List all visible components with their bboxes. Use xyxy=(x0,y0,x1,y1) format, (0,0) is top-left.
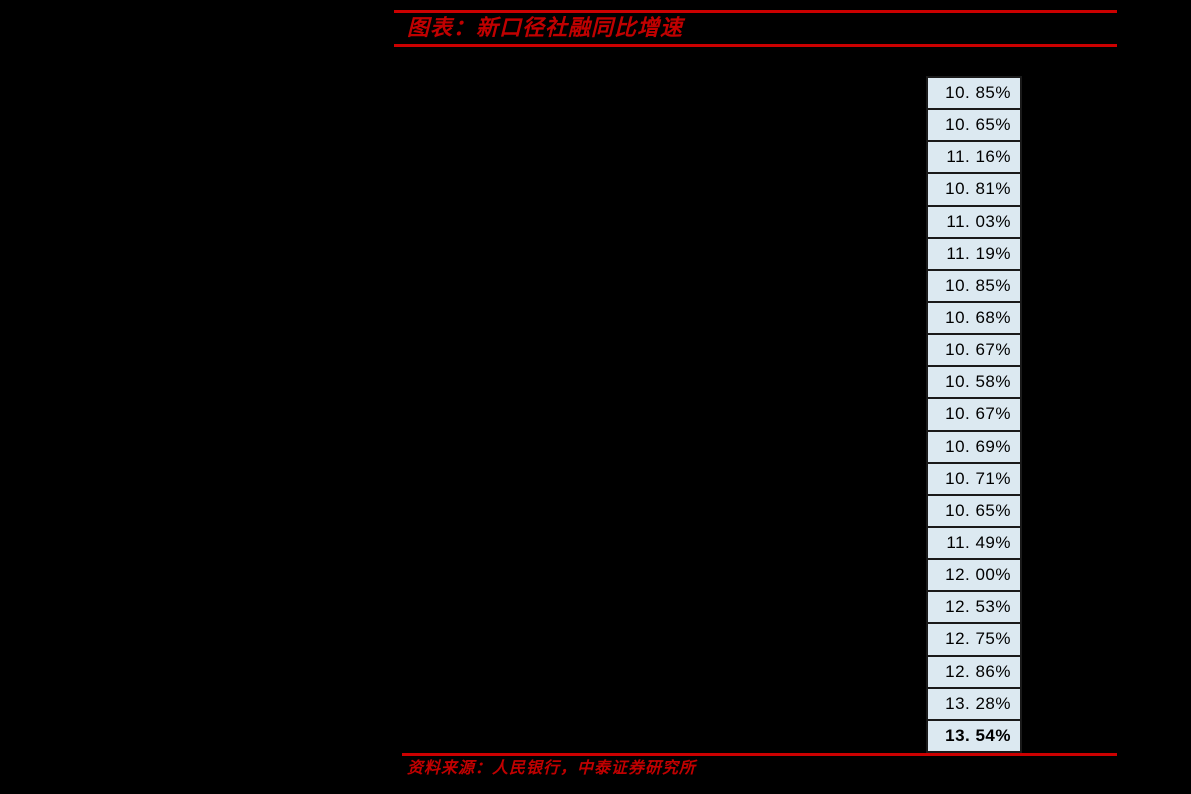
value-cell: 12. 00% xyxy=(928,560,1020,593)
value-cell: 13. 28% xyxy=(928,688,1020,721)
value-cell: 11. 19% xyxy=(928,238,1020,271)
source-row: 资料来源：人民银行，中泰证券研究所 xyxy=(402,753,1117,777)
value-cell: 10. 65% xyxy=(928,495,1020,528)
source-text: 资料来源：人民银行，中泰证券研究所 xyxy=(407,758,697,777)
value-column: 10. 85% 10. 65% 11. 16% 10. 81% 11. 03% 11. 1… xyxy=(926,76,1022,753)
value-cell: 10. 81% xyxy=(928,174,1020,207)
value-cell: 11. 03% xyxy=(928,206,1020,239)
value-cell: 10. 68% xyxy=(928,302,1020,336)
figure-title: 图表：新口径社融同比增速 xyxy=(407,15,684,41)
value-cell: 10. 58% xyxy=(928,367,1020,400)
value-cell: 10. 65% xyxy=(928,110,1020,143)
value-cell: 12. 86% xyxy=(928,656,1020,689)
value-cell: 10. 69% xyxy=(928,431,1020,464)
value-cell: 12. 53% xyxy=(928,592,1020,625)
value-cell: 10. 85% xyxy=(928,270,1020,303)
value-cell: 12. 75% xyxy=(928,624,1020,657)
value-cell: 13. 54% xyxy=(928,720,1020,753)
figure-header: 图表：新口径社融同比增速 xyxy=(394,10,1117,47)
value-cell: 11. 49% xyxy=(928,527,1020,561)
value-cell: 10. 71% xyxy=(928,463,1020,496)
value-cell: 11. 16% xyxy=(928,142,1020,175)
value-cell: 10. 67% xyxy=(928,335,1020,368)
value-cell: 10. 85% xyxy=(928,78,1020,111)
value-cell: 10. 67% xyxy=(928,399,1020,432)
